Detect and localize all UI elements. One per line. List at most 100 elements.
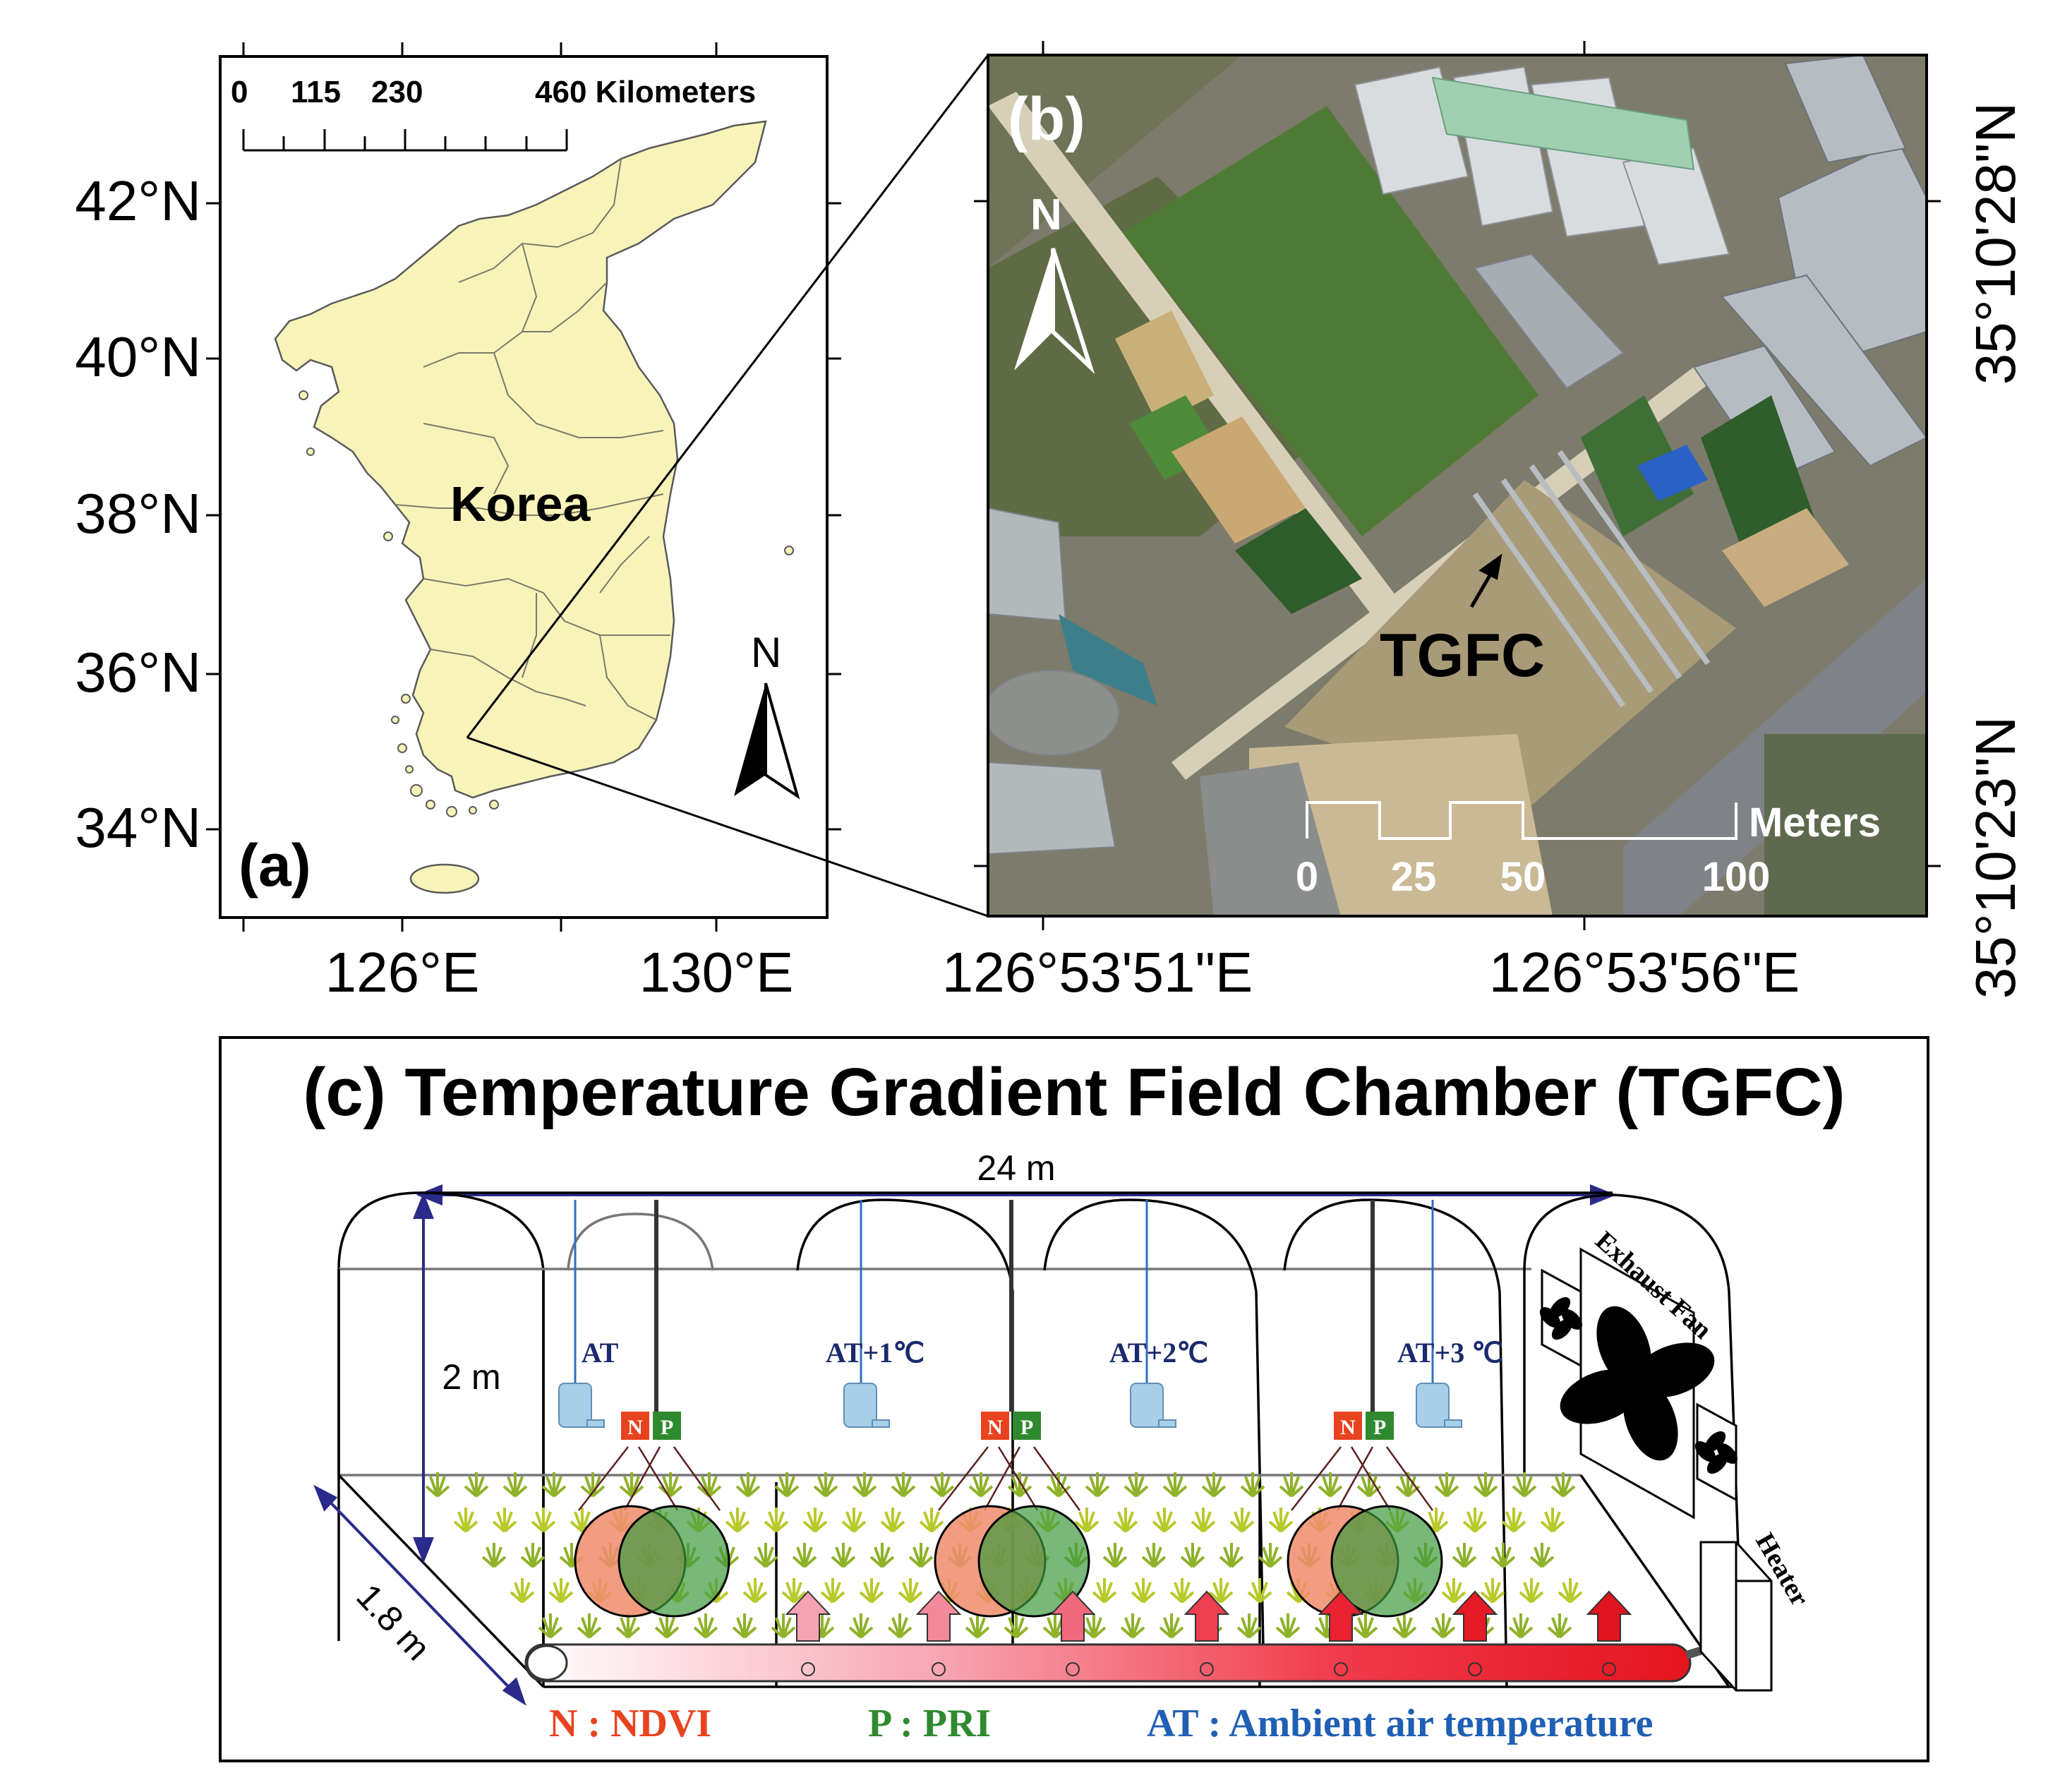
width-dimension (313, 1484, 526, 1706)
at-sensors (558, 1383, 1462, 1428)
plant (1092, 1578, 1117, 1604)
plant (774, 1472, 800, 1498)
tgfc-pointer-arrow (1469, 553, 1502, 608)
lat-tick-40: 40°N (75, 325, 201, 388)
plant (481, 1543, 507, 1568)
plant (1042, 1613, 1068, 1639)
tgfc-chambers (1472, 450, 1711, 708)
plant (732, 1613, 757, 1639)
panel-b-scale-title: Meters (1749, 800, 1881, 846)
plant (831, 1543, 856, 1568)
pipe-outlet (1200, 1662, 1214, 1676)
pipe-outlet (1468, 1662, 1482, 1676)
plant (453, 1508, 478, 1533)
plant (1229, 1508, 1255, 1533)
plant (1169, 1578, 1195, 1604)
pipe-outlet (1334, 1662, 1348, 1676)
buildings-left (988, 507, 1119, 855)
plant (693, 1613, 718, 1639)
plant (1240, 1472, 1265, 1498)
lat-tick-38: 38°N (75, 482, 201, 545)
plant (1318, 1472, 1343, 1498)
plant (570, 1508, 595, 1533)
scale-tick-230: 230 (371, 75, 423, 109)
province-borders (394, 158, 670, 721)
panel-b-frame (987, 54, 1928, 918)
plant (781, 1578, 807, 1604)
heat-arrow (1452, 1590, 1498, 1642)
lat-tick-34: 34°N (75, 796, 201, 859)
pri-sensor-label: P (1373, 1416, 1386, 1439)
plant (1473, 1472, 1498, 1498)
plant (764, 1508, 789, 1533)
heat-arrow (1183, 1590, 1230, 1642)
plant (820, 1578, 845, 1604)
plant (1247, 1578, 1272, 1604)
panel-b-scale-bar (1306, 801, 1737, 840)
plant (1508, 1613, 1534, 1639)
plant (1519, 1578, 1544, 1604)
plant (1392, 1613, 1417, 1639)
plant (1141, 1543, 1167, 1568)
panel-c-title: (c) Temperature Gradient Field Chamber (… (303, 1054, 1845, 1130)
plant (852, 1472, 877, 1498)
plant (1201, 1472, 1227, 1498)
ndvi-sensor-label: N (987, 1416, 1003, 1439)
plant (1219, 1543, 1244, 1568)
plant (841, 1508, 867, 1533)
scale-tick-460: 460 Kilometers (535, 75, 756, 109)
plant (1395, 1472, 1421, 1498)
plant (1275, 1613, 1301, 1639)
plant (531, 1508, 556, 1533)
panel-b-north-label: N (1030, 191, 1062, 239)
sensor-set-1: N P (574, 1412, 730, 1618)
heat-arrow (1049, 1590, 1096, 1642)
plant (771, 1613, 796, 1639)
sensor-set-3: N P (1287, 1412, 1443, 1618)
lat-tick-42: 42°N (75, 169, 201, 232)
plant (1102, 1543, 1128, 1568)
plant (1081, 1613, 1107, 1639)
pipe-outlet (801, 1662, 815, 1676)
legend-at: AT : Ambient air temperature (1147, 1702, 1654, 1745)
small-islands (299, 390, 794, 817)
plant (1529, 1543, 1555, 1568)
plant (464, 1472, 489, 1498)
tgfc-field (1284, 480, 1736, 812)
panel-b-scale-0: 0 (1296, 854, 1318, 900)
plant (1279, 1472, 1304, 1498)
ndvi-sensor-label: N (627, 1416, 643, 1439)
plant (887, 1613, 912, 1639)
plant (1074, 1508, 1100, 1533)
section-label-at1: AT+1℃ (826, 1337, 924, 1369)
plant (1268, 1508, 1294, 1533)
plant (520, 1543, 546, 1568)
plant (577, 1613, 602, 1639)
plant (1162, 1472, 1188, 1498)
lon-tick-56: 126°53'56"E (1489, 941, 1800, 1004)
plant (1236, 1613, 1262, 1639)
panel-a-north-label: N (751, 629, 781, 676)
pipe-outlet (1602, 1662, 1616, 1676)
heat-arrow (915, 1590, 962, 1642)
plant (792, 1543, 817, 1568)
plant (908, 1543, 934, 1568)
plant (615, 1613, 641, 1639)
plant (697, 1472, 722, 1498)
lon-tick-51: 126°53'51"E (942, 941, 1253, 1004)
panel-a-lat-ticks (206, 42, 841, 932)
plant (654, 1613, 680, 1639)
panel-b-scale-100: 100 (1702, 854, 1771, 900)
jeju-island (409, 863, 480, 894)
height-dimension (413, 1192, 434, 1564)
scale-tick-115: 115 (291, 75, 341, 109)
plant (1430, 1613, 1456, 1639)
plant (619, 1472, 644, 1498)
panel-a-north-arrow (734, 682, 800, 800)
exhaust-fan (1539, 1247, 1738, 1520)
pri-sensor-label: P (1020, 1416, 1033, 1439)
scale-tick-0: 0 (231, 75, 248, 109)
plant (848, 1613, 874, 1639)
height-label: 2 m (442, 1357, 500, 1397)
pipe-outlet (932, 1662, 946, 1676)
